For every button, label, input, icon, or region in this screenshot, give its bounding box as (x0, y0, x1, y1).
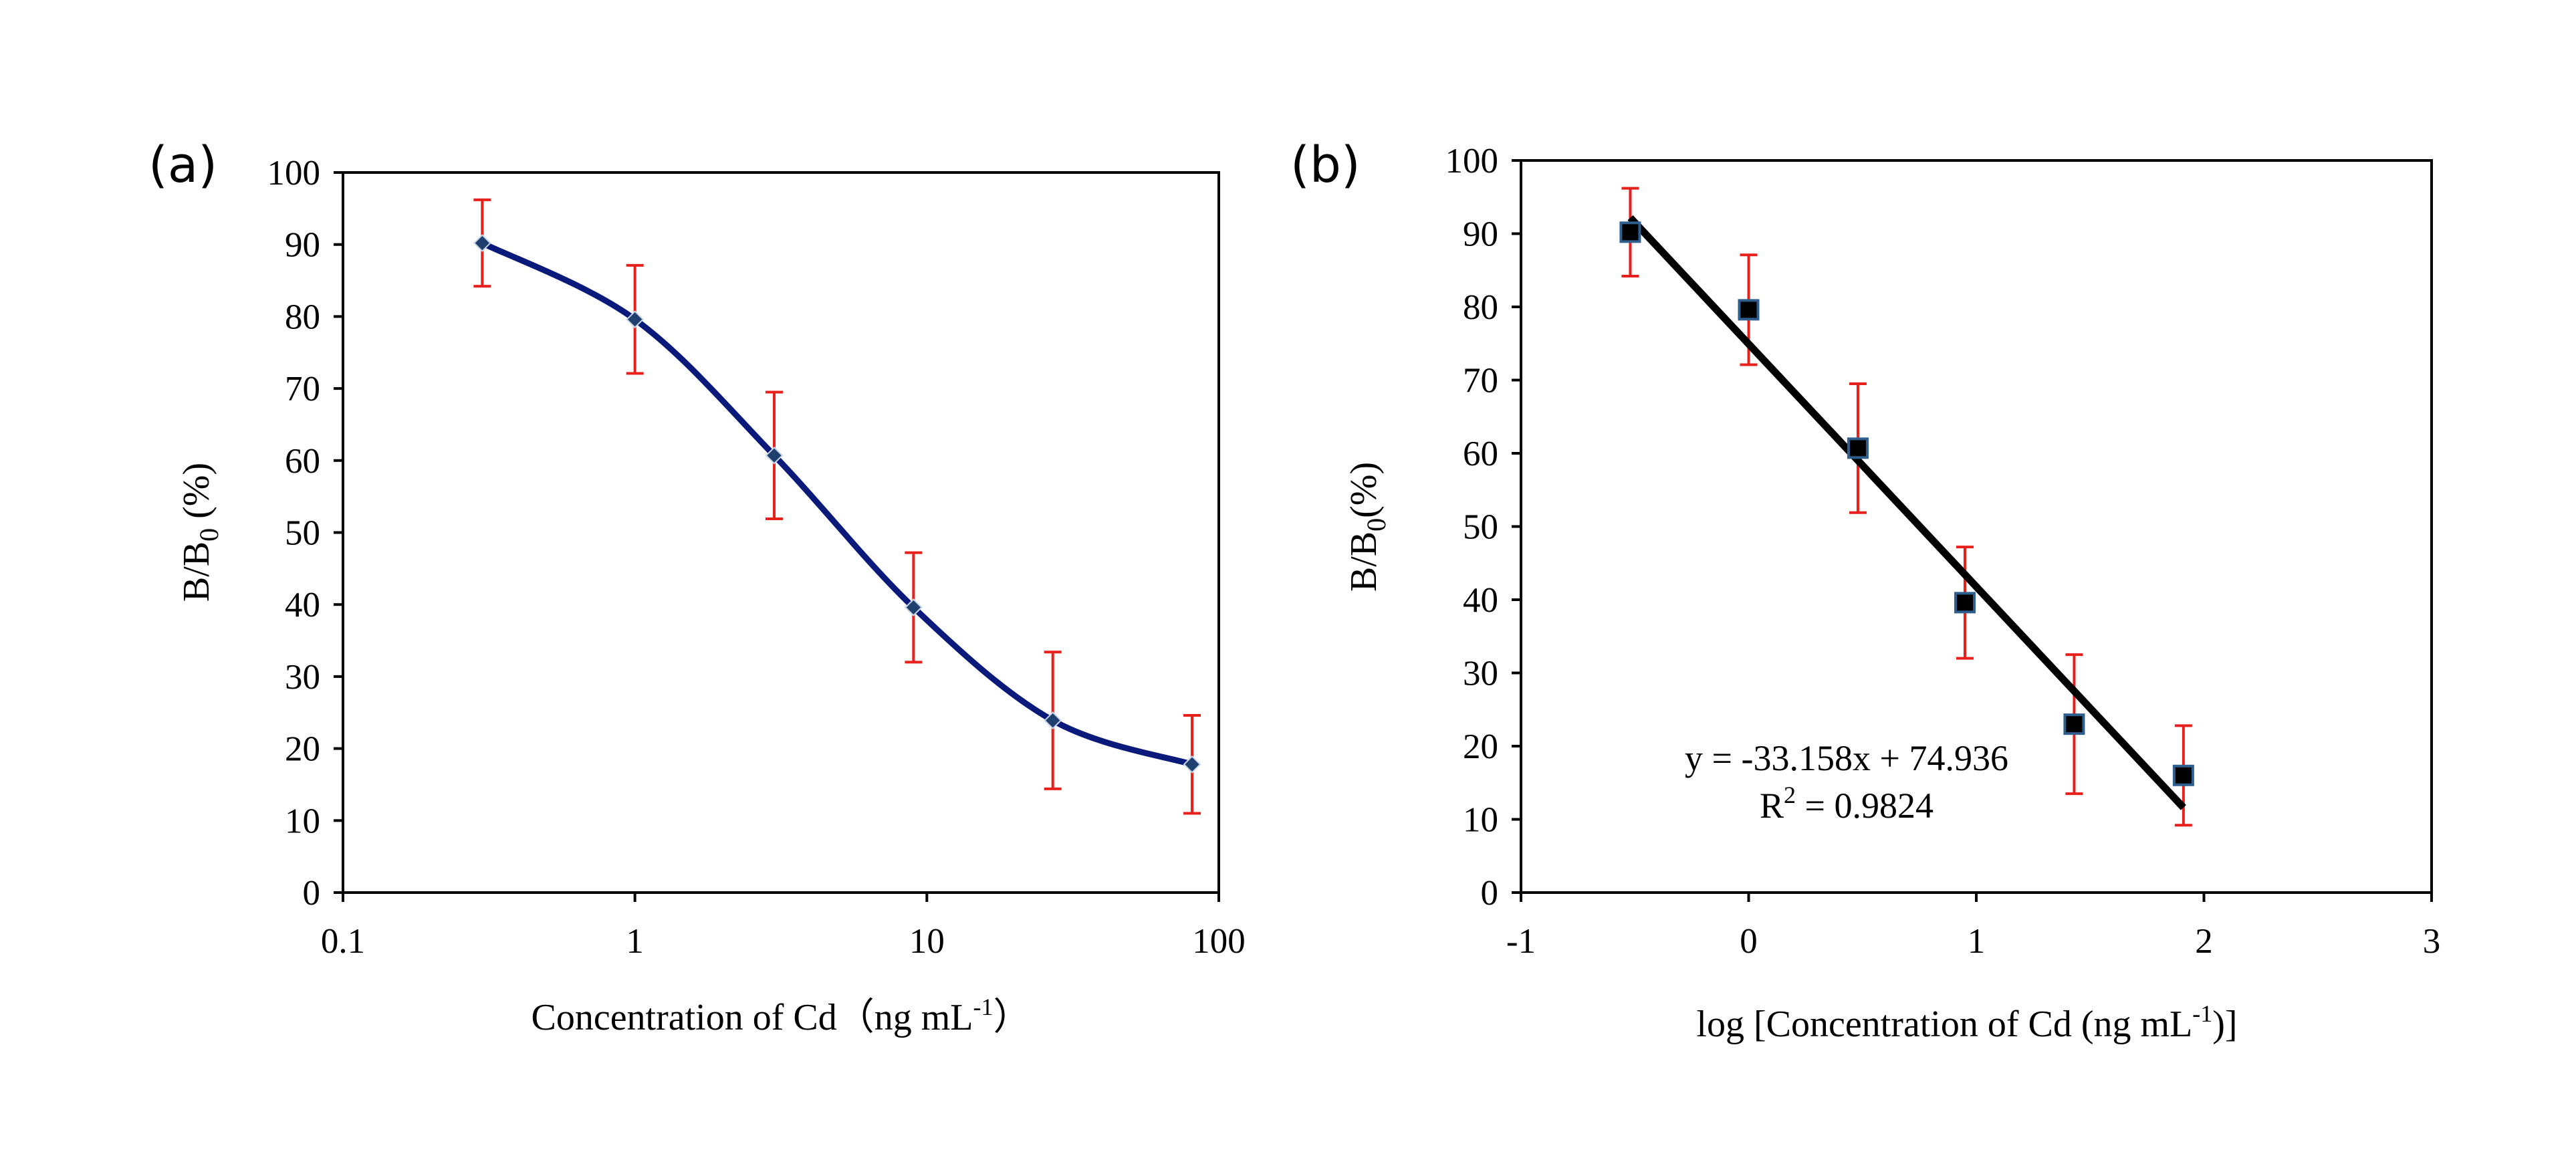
x-tick-label: 0 (1740, 922, 1758, 961)
panel-a-label: (a) (148, 136, 217, 194)
panel-b-r-squared: R2 = 0.9824 (1760, 782, 1934, 826)
y-tick-label: 80 (1463, 288, 1498, 327)
panel-b-y-axis-label: B/B0(%) (1343, 462, 1391, 592)
y-tick-label: 40 (1463, 581, 1498, 620)
x-tick-label: 10 (909, 922, 945, 961)
data-point-marker (1847, 437, 1869, 459)
y-tick-label: 20 (1463, 727, 1498, 766)
panel-b-plot-frame (1520, 159, 2433, 894)
panel-b-x-ticks: -1 0 1 2 3 (1506, 893, 2440, 961)
data-point-marker (1954, 592, 1976, 614)
data-point-marker (2172, 764, 2194, 786)
x-tick-label: 1 (626, 922, 644, 961)
x-tick-label: 1 (1968, 922, 1986, 961)
panel-b-label: (b) (1290, 136, 1361, 194)
y-tick-label: 50 (1463, 508, 1498, 547)
panel-a-y-axis-label: B/B0 (%) (176, 463, 224, 602)
y-tick-label: 60 (1463, 435, 1498, 473)
x-tick-label: 3 (2423, 922, 2441, 961)
data-point-marker (2063, 713, 2085, 735)
y-tick-label: 50 (285, 514, 320, 553)
panel-a-y-ticks: 0 10 20 30 40 50 60 70 80 90 100 (267, 154, 343, 913)
panel-b-fit-line (1627, 215, 2186, 810)
data-point-marker (473, 234, 491, 252)
data-point-marker (904, 598, 923, 616)
x-tick-label: 2 (2195, 922, 2213, 961)
x-tick-label: 0.1 (321, 922, 365, 961)
panel-a-plot-frame (342, 171, 1220, 894)
y-tick-label: 90 (285, 226, 320, 265)
y-tick-label: 10 (1463, 801, 1498, 840)
panel-a-x-ticks: 0.1 1 10 100 (321, 893, 1246, 961)
y-tick-label: 90 (1463, 215, 1498, 254)
data-point-marker (1738, 299, 1760, 321)
panel-b-x-axis-label: log [Concentration of Cd (ng mL-1)] (1696, 1000, 2237, 1045)
data-point-marker (1183, 755, 1201, 774)
y-tick-label: 70 (285, 370, 320, 409)
x-tick-label: -1 (1506, 922, 1536, 961)
data-point-marker (765, 446, 784, 465)
y-tick-label: 10 (285, 802, 320, 840)
panel-b-equation: y = -33.158x + 74.936 (1685, 738, 2008, 778)
panel-b-y-ticks: 0 10 20 30 40 50 60 70 80 90 100 (1445, 142, 1521, 913)
data-point-marker (1044, 711, 1062, 730)
data-point-marker (1619, 221, 1641, 243)
y-tick-label: 70 (1463, 362, 1498, 400)
panel-a-x-axis-label: Concentration of Cd（ng mL-1） (531, 994, 1030, 1038)
y-tick-label: 100 (1445, 142, 1499, 181)
panel-b-markers (1619, 221, 2194, 786)
y-tick-label: 40 (285, 586, 320, 624)
y-tick-label: 60 (285, 442, 320, 481)
y-tick-label: 20 (285, 730, 320, 769)
y-tick-label: 30 (285, 658, 320, 697)
data-point-marker (626, 310, 645, 329)
y-tick-label: 30 (1463, 655, 1498, 693)
x-tick-label: 100 (1192, 922, 1246, 961)
y-tick-label: 80 (285, 298, 320, 336)
y-tick-label: 0 (303, 874, 321, 913)
panel-a-markers (473, 234, 1201, 774)
y-tick-label: 0 (1481, 874, 1499, 913)
y-tick-label: 100 (267, 154, 321, 193)
panel-a: (a) 0 10 20 30 40 50 60 70 80 90 100 0.1 1 10 100 Con… (148, 136, 1246, 1038)
